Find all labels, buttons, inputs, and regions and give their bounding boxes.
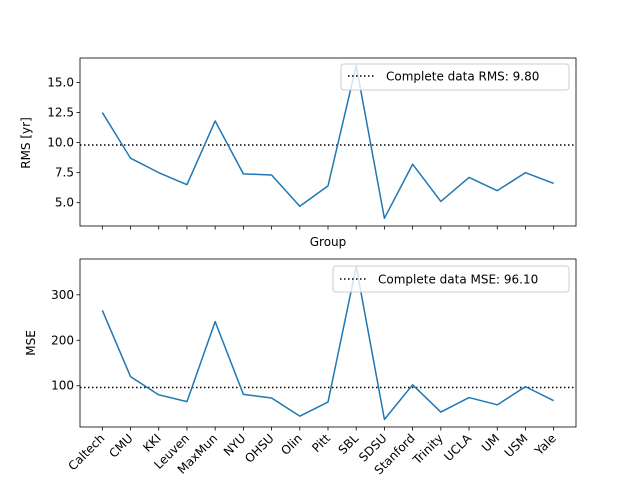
rms-y-tick-label: 10.0 [47, 136, 74, 150]
rms-legend: Complete data RMS: 9.80 [340, 63, 570, 91]
rms-x-axis-label: Group [310, 235, 347, 249]
rms-y-tick-label: 5.0 [55, 196, 74, 210]
rms-y-tick-label: 7.5 [55, 166, 74, 180]
mse-legend-label: Complete data MSE: 96.10 [378, 273, 538, 287]
rms-y-axis-label: RMS [yr] [19, 117, 33, 169]
mse-y-tick-label: 200 [51, 333, 74, 347]
mse-y-tick-label: 300 [51, 288, 74, 302]
rms-panel: 5.0 7.5 10.0 12.5 15.0 RMS [yr] Group Comple… [19, 57, 577, 249]
rms-series-line [101, 64, 554, 220]
rms-plot-area: 5.0 7.5 10.0 12.5 15.0 [47, 57, 577, 230]
mse-y-axis-label: MSE [24, 330, 38, 356]
rms-y-tick-label: 12.5 [47, 106, 74, 120]
mse-legend: Complete data MSE: 96.10 [332, 265, 570, 293]
mse-y-tick-label: 100 [51, 379, 74, 393]
rms-legend-label: Complete data RMS: 9.80 [386, 70, 539, 84]
rms-y-tick-label: 15.0 [47, 76, 74, 90]
mse-series-line [101, 265, 555, 421]
